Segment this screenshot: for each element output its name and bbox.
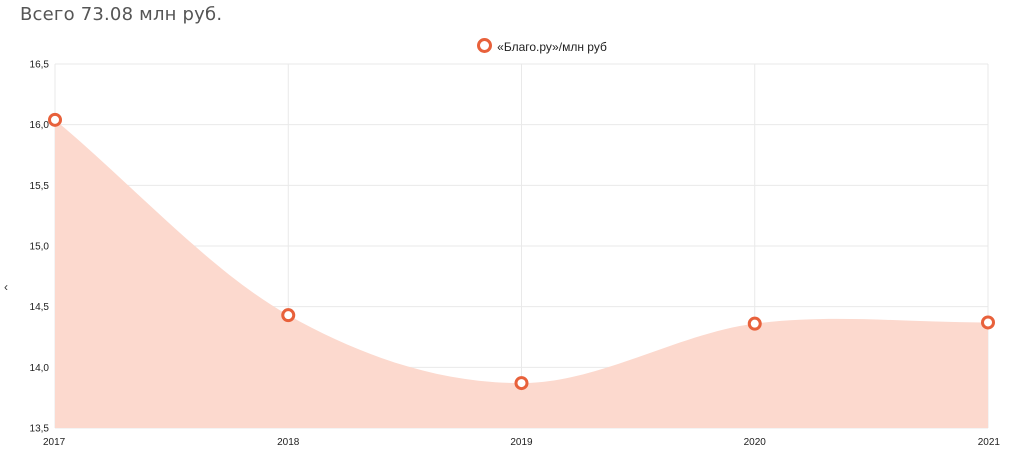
series-area <box>55 119 988 429</box>
y-tick-label: 15,0 <box>30 242 50 253</box>
chevron-left-icon: ‹ <box>4 280 8 294</box>
total-amount-title: Всего 73.08 млн руб. <box>20 4 223 25</box>
chart-legend: «Благо.ру»/млн руб <box>0 38 1024 55</box>
y-tick-label: 13,5 <box>30 424 50 435</box>
x-tick-label: 2017 <box>43 437 66 448</box>
data-point <box>747 316 762 331</box>
y-tick-label: 14,5 <box>30 302 50 313</box>
y-tick-label: 16,5 <box>30 60 50 71</box>
y-tick-label: 14,0 <box>30 363 50 374</box>
scroll-left-button[interactable]: ‹ <box>0 271 12 303</box>
x-tick-label: 2019 <box>510 437 533 448</box>
legend-item[interactable]: «Благо.ру»/млн руб <box>477 38 607 55</box>
y-tick-label: 16,0 <box>30 120 50 131</box>
legend-circle-icon <box>477 38 493 54</box>
data-point <box>514 376 529 391</box>
data-point <box>48 112 62 127</box>
legend-label: «Благо.ру»/млн руб <box>497 40 607 54</box>
data-point <box>281 308 296 323</box>
x-tick-label: 2021 <box>978 437 1001 448</box>
y-tick-label: 15,5 <box>30 181 50 192</box>
x-tick-label: 2018 <box>277 437 300 448</box>
x-tick-label: 2020 <box>744 437 767 448</box>
data-point <box>981 315 995 330</box>
